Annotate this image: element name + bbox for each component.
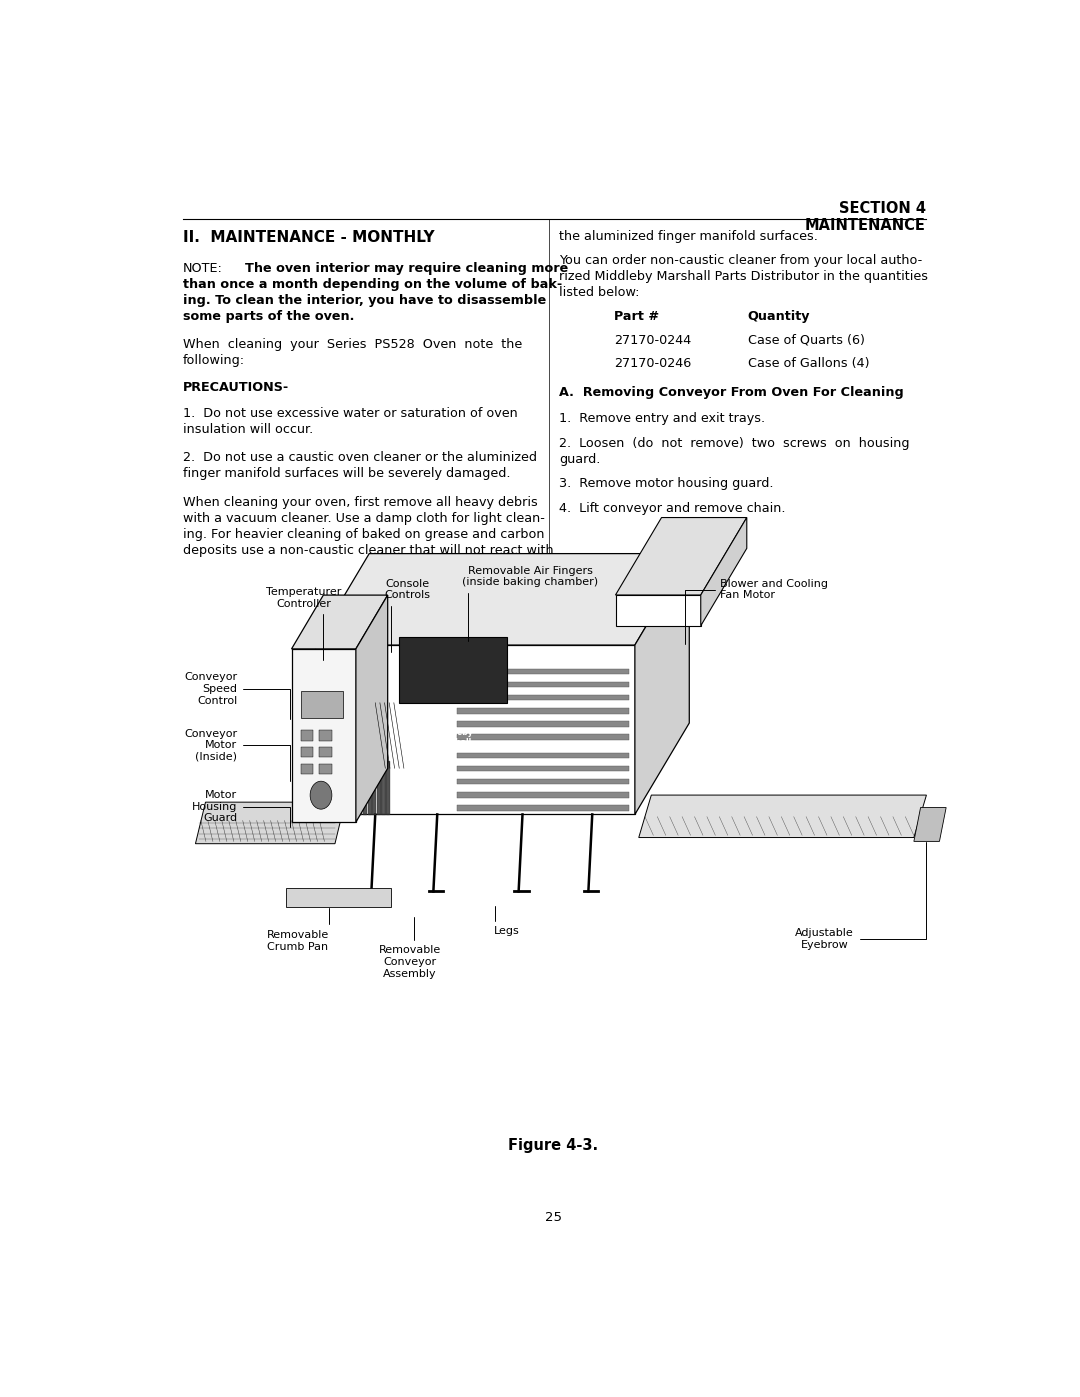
- Bar: [301, 729, 313, 740]
- Text: Removable
Conveyor
Assembly: Removable Conveyor Assembly: [379, 918, 442, 978]
- Polygon shape: [616, 595, 701, 626]
- Text: You can order non-caustic cleaner from your local autho-: You can order non-caustic cleaner from y…: [559, 254, 922, 267]
- Text: SECTION 4: SECTION 4: [839, 201, 926, 217]
- Text: 1.  Remove entry and exit trays.: 1. Remove entry and exit trays.: [559, 412, 766, 425]
- Text: NOTE:: NOTE:: [183, 261, 222, 275]
- Text: Removable Air Fingers
(inside baking chamber): Removable Air Fingers (inside baking cha…: [462, 566, 598, 641]
- Text: with a vacuum cleaner. Use a damp cloth for light clean-: with a vacuum cleaner. Use a damp cloth …: [183, 511, 544, 525]
- Text: some parts of the oven.: some parts of the oven.: [183, 310, 354, 323]
- Text: following:: following:: [183, 355, 245, 367]
- Bar: [457, 682, 629, 687]
- Text: Conveyor
Motor
(Inside): Conveyor Motor (Inside): [185, 729, 291, 781]
- Bar: [320, 729, 332, 740]
- Polygon shape: [638, 795, 927, 838]
- Polygon shape: [314, 553, 689, 645]
- Bar: [457, 805, 629, 810]
- Bar: [301, 746, 313, 757]
- Bar: [457, 780, 629, 784]
- Text: Middleby
Marshall: Middleby Marshall: [433, 728, 473, 747]
- Text: than once a month depending on the volume of bak-: than once a month depending on the volum…: [183, 278, 562, 291]
- Text: 2.  Loosen  (do  not  remove)  two  screws  on  housing: 2. Loosen (do not remove) two screws on …: [559, 437, 909, 450]
- Text: Case of Quarts (6): Case of Quarts (6): [747, 334, 865, 346]
- Text: When cleaning your oven, first remove all heavy debris: When cleaning your oven, first remove al…: [183, 496, 538, 509]
- Bar: [457, 696, 629, 700]
- Text: When  cleaning  your  Series  PS528  Oven  note  the: When cleaning your Series PS528 Oven not…: [183, 338, 522, 351]
- Polygon shape: [292, 595, 388, 648]
- Bar: [320, 764, 332, 774]
- Bar: [457, 721, 629, 726]
- Polygon shape: [356, 595, 388, 823]
- Text: 25: 25: [545, 1211, 562, 1224]
- Text: finger manifold surfaces will be severely damaged.: finger manifold surfaces will be severel…: [183, 467, 510, 481]
- Bar: [457, 766, 629, 771]
- Text: 27170-0244: 27170-0244: [613, 334, 691, 346]
- Polygon shape: [616, 517, 746, 595]
- Polygon shape: [701, 517, 746, 626]
- Text: ing. For heavier cleaning of baked on grease and carbon: ing. For heavier cleaning of baked on gr…: [183, 528, 544, 541]
- Text: Motor
Housing
Guard: Motor Housing Guard: [192, 791, 291, 827]
- Text: 2.  Do not use a caustic oven cleaner or the aluminized: 2. Do not use a caustic oven cleaner or …: [183, 451, 537, 464]
- Text: guard.: guard.: [559, 453, 600, 467]
- Text: Adjustable
Eyebrow: Adjustable Eyebrow: [795, 842, 926, 950]
- Polygon shape: [292, 648, 356, 823]
- Text: insulation will occur.: insulation will occur.: [183, 423, 313, 436]
- Bar: [457, 669, 629, 675]
- Text: Console
Controls: Console Controls: [384, 578, 431, 651]
- Text: 3.  Remove motor housing guard.: 3. Remove motor housing guard.: [559, 476, 774, 490]
- Text: rized Middleby Marshall Parts Distributor in the quantities: rized Middleby Marshall Parts Distributo…: [559, 270, 929, 282]
- Bar: [457, 753, 629, 759]
- Text: II.  MAINTENANCE - MONTHLY: II. MAINTENANCE - MONTHLY: [183, 231, 434, 244]
- Bar: [457, 792, 629, 798]
- Polygon shape: [914, 807, 946, 841]
- Text: listed below:: listed below:: [559, 286, 639, 299]
- Polygon shape: [195, 802, 345, 844]
- Bar: [320, 746, 332, 757]
- Text: ing. To clean the interior, you have to disassemble: ing. To clean the interior, you have to …: [183, 293, 546, 307]
- Text: Case of Gallons (4): Case of Gallons (4): [747, 358, 869, 370]
- Text: Blower and Cooling
Fan Motor: Blower and Cooling Fan Motor: [685, 578, 828, 644]
- Text: PRECAUTIONS-: PRECAUTIONS-: [183, 381, 289, 394]
- Text: Temperaturer
Controller: Temperaturer Controller: [267, 587, 341, 659]
- Text: deposits use a non-caustic cleaner that will not react with: deposits use a non-caustic cleaner that …: [183, 543, 553, 556]
- Text: Quantity: Quantity: [747, 310, 810, 323]
- Text: 1.  Do not use excessive water or saturation of oven: 1. Do not use excessive water or saturat…: [183, 407, 517, 419]
- Bar: [457, 735, 629, 740]
- Text: Figure 4-3.: Figure 4-3.: [509, 1139, 598, 1153]
- Circle shape: [310, 781, 332, 809]
- Text: MAINTENANCE: MAINTENANCE: [805, 218, 926, 233]
- Bar: [399, 637, 507, 703]
- Polygon shape: [635, 553, 689, 814]
- Text: Legs: Legs: [495, 905, 519, 936]
- Text: Conveyor
Speed
Control: Conveyor Speed Control: [185, 672, 291, 719]
- Text: Part #: Part #: [613, 310, 659, 323]
- Text: the aluminized finger manifold surfaces.: the aluminized finger manifold surfaces.: [559, 231, 819, 243]
- Polygon shape: [314, 645, 635, 814]
- Text: The oven interior may require cleaning more: The oven interior may require cleaning m…: [245, 261, 569, 275]
- Text: A.  Removing Conveyor From Oven For Cleaning: A. Removing Conveyor From Oven For Clean…: [559, 386, 904, 400]
- Bar: [301, 692, 342, 718]
- Text: 27170-0246: 27170-0246: [613, 358, 691, 370]
- Text: 4.  Lift conveyor and remove chain.: 4. Lift conveyor and remove chain.: [559, 503, 786, 515]
- Bar: [457, 708, 629, 714]
- Bar: [301, 764, 313, 774]
- Bar: [286, 887, 391, 907]
- Text: Removable
Crumb Pan: Removable Crumb Pan: [267, 908, 329, 951]
